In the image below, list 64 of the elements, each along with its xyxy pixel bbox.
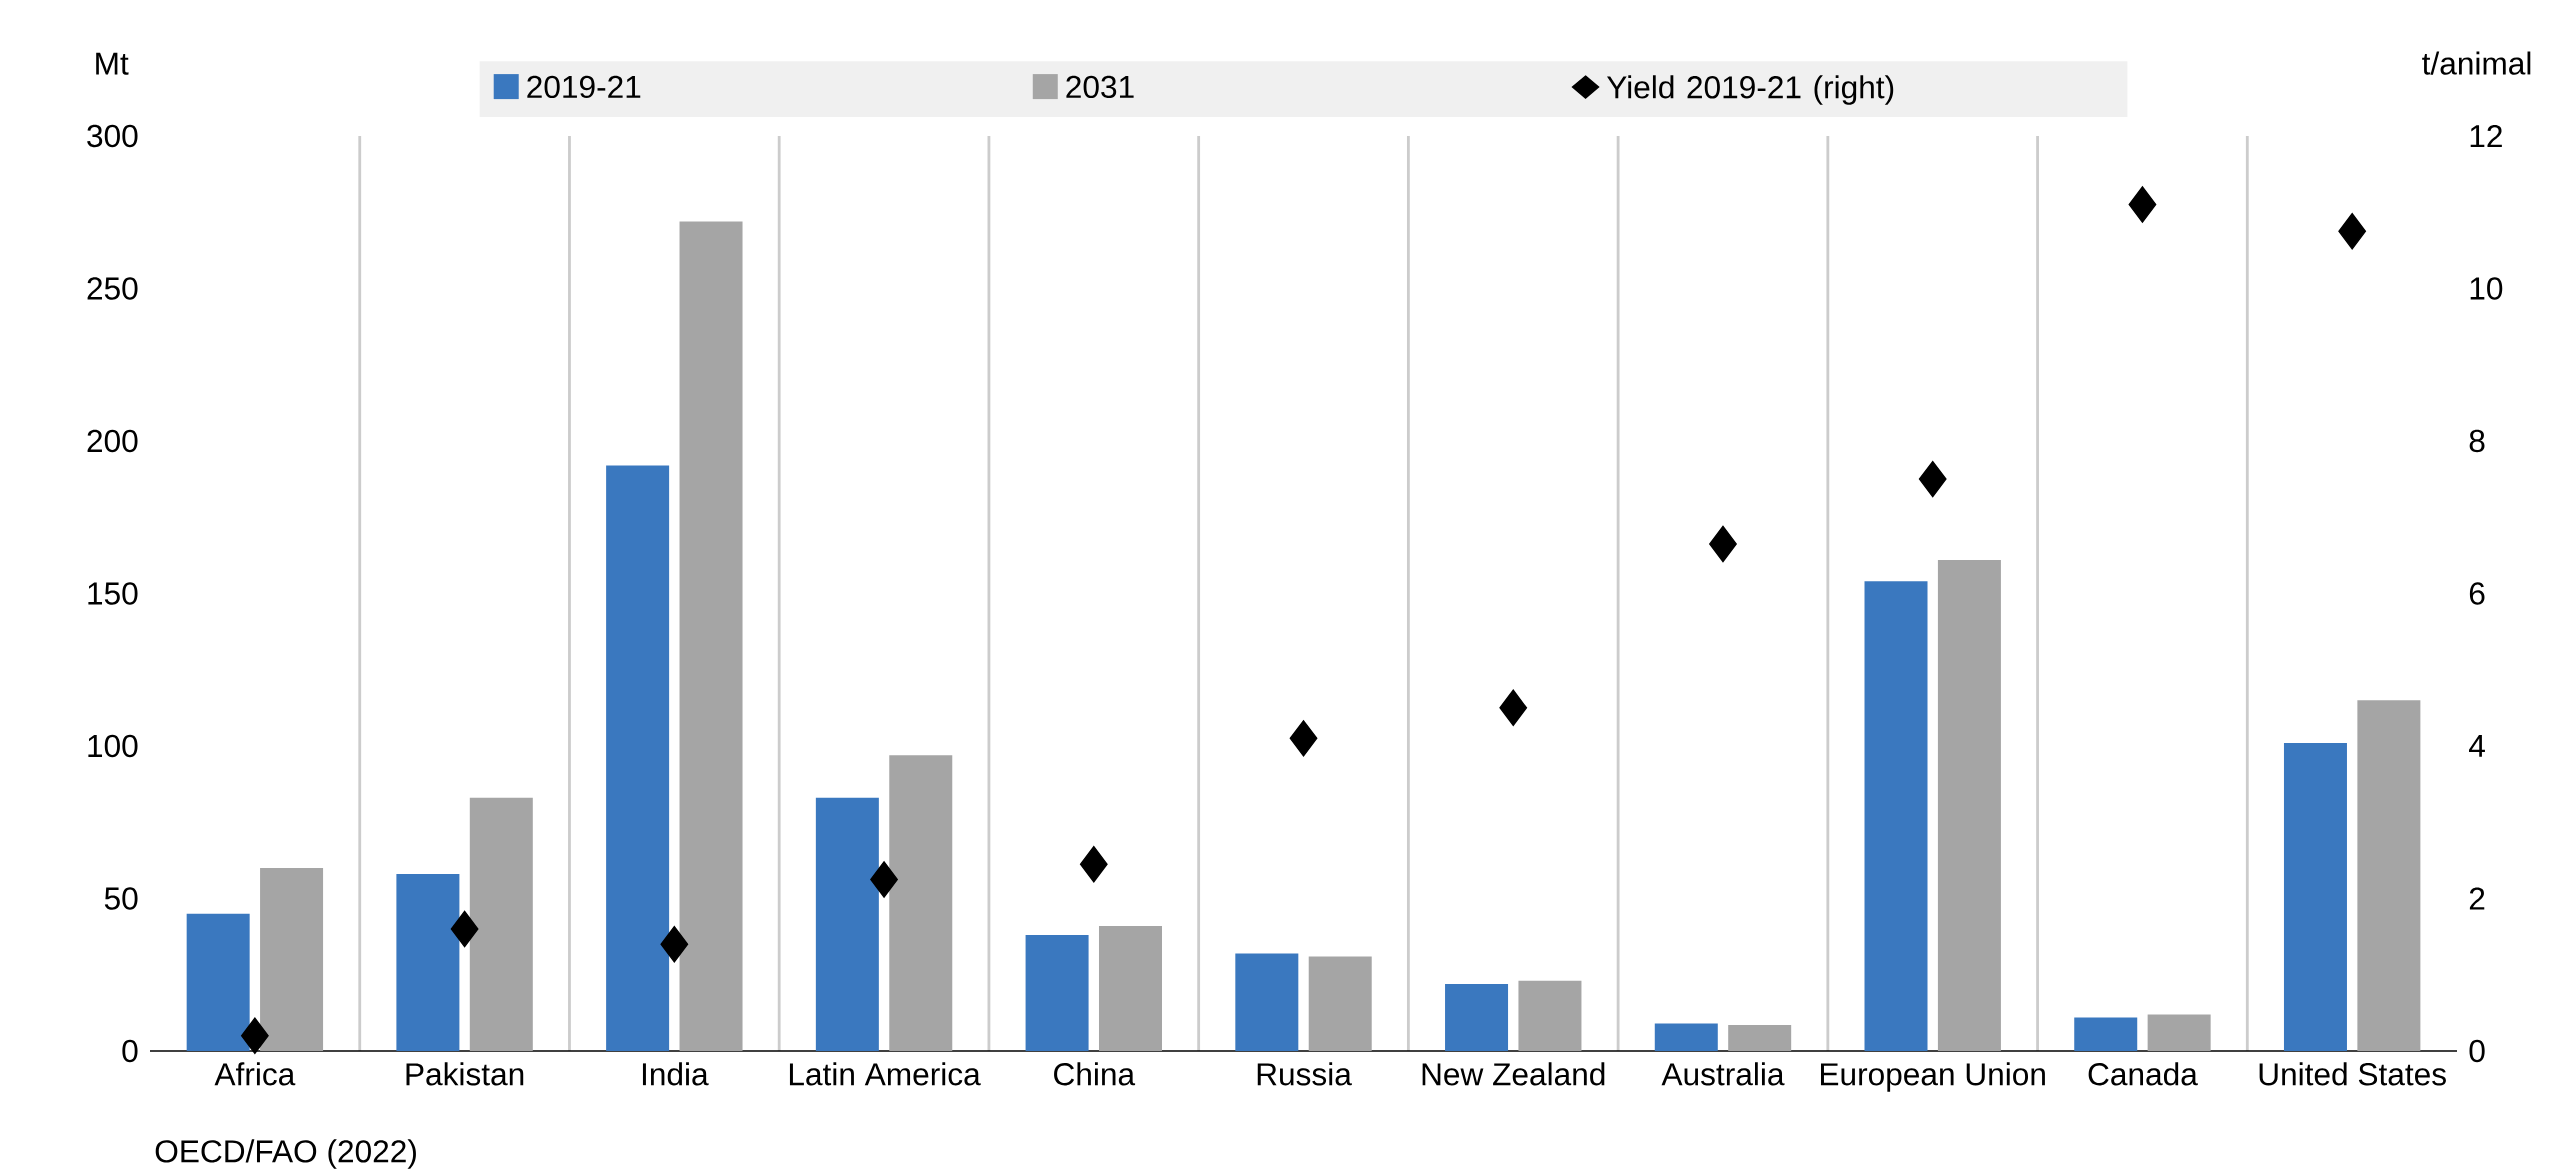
y-tick-label: 300 (87, 124, 138, 148)
bar (1937, 559, 2001, 1051)
y2-tick-label: 12 (2470, 124, 2502, 148)
bar (1098, 925, 1162, 1051)
y2-tick-label: 0 (2469, 1039, 2485, 1063)
bar (1308, 956, 1372, 1051)
point (240, 1017, 269, 1055)
bar (1864, 581, 1928, 1051)
point (1499, 689, 1528, 727)
point (2128, 186, 2157, 223)
bar (679, 221, 743, 1051)
bar (396, 874, 460, 1051)
bar (815, 797, 879, 1051)
point (1918, 460, 1947, 498)
bar (889, 755, 953, 1051)
point (660, 925, 689, 963)
bar (1445, 983, 1509, 1051)
x-tick-label: Russia (1257, 1062, 1352, 1086)
y2-tick-label: 2 (2469, 887, 2485, 910)
bar (2357, 700, 2421, 1051)
y2-tick-label: 6 (2469, 582, 2485, 605)
y2-tick-label: 8 (2469, 429, 2485, 453)
x-tick-label: European Union (1820, 1062, 2045, 1092)
text: OECD/FAO (2022) (155, 1139, 416, 1169)
y-tick-label: 200 (87, 429, 138, 453)
x-tick-label: China (1054, 1062, 1136, 1086)
point (450, 910, 479, 948)
y-axis-title: Mt (96, 52, 129, 75)
bar (606, 465, 670, 1051)
x-tick-label: Pakistan (406, 1062, 524, 1086)
bar (186, 913, 250, 1051)
bar (1235, 953, 1299, 1051)
y2-axis-title: t/animal (2422, 51, 2531, 75)
x-tick-label: Canada (2088, 1062, 2198, 1086)
x-tick-label: Africa (214, 1062, 296, 1086)
point (870, 861, 898, 898)
bar (260, 868, 324, 1051)
y-tick-label: 50 (104, 887, 138, 910)
point (2338, 213, 2367, 250)
y-tick-label: 150 (88, 582, 138, 605)
x-tick-label: United States (2259, 1062, 2446, 1086)
bar (1654, 1023, 1718, 1051)
y-tick-label: 0 (122, 1039, 138, 1063)
point (1709, 525, 1737, 563)
x-tick-label: New Zealand (1422, 1062, 1605, 1086)
x-tick-label: Latin America (789, 1062, 981, 1086)
legend-label: 2031 (1066, 75, 1134, 99)
y2-tick-label: 4 (2469, 735, 2485, 757)
bar (2074, 1017, 2138, 1051)
bar (1025, 935, 1089, 1051)
y2-tick-label: 10 (2470, 277, 2503, 300)
bar (2283, 742, 2347, 1051)
x-tick-label: India (642, 1062, 709, 1086)
y-tick-label: 100 (88, 734, 138, 758)
bar (1518, 980, 1582, 1051)
bar (1728, 1025, 1792, 1051)
point (1289, 720, 1318, 757)
bar (2147, 1014, 2211, 1051)
point (1079, 845, 1108, 883)
bar (469, 797, 533, 1051)
legend-label: 2019-21 (527, 75, 641, 99)
legend-label: Yield 2019-21 (right) (1606, 75, 1894, 105)
y-tick-label: 250 (87, 277, 138, 300)
x-tick-label: Australia (1661, 1062, 1785, 1086)
